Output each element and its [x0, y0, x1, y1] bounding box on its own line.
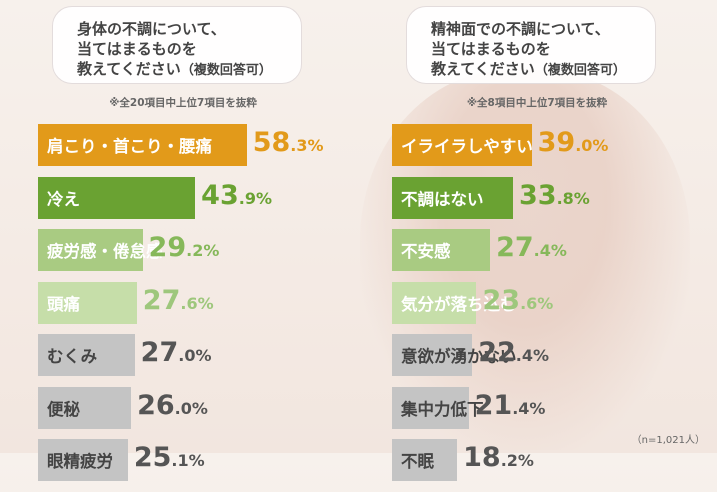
- bar-value: 21.4%: [474, 389, 546, 421]
- question-bubble: 身体の不調について、 当てはまるものを 教えてください（複数回答可）: [52, 6, 302, 84]
- bar-value: 27.4%: [496, 232, 567, 263]
- question-bubble: 精神面での不調について、 当てはまるものを 教えてください（複数回答可）: [406, 6, 656, 84]
- bar-value: 33.8%: [519, 179, 590, 211]
- bar-row: 不調はない 33.8%: [392, 176, 692, 219]
- bar-row: イライラしやすい 39.0%: [392, 124, 692, 166]
- bar-row: 頭痛 27.6%: [38, 281, 338, 324]
- bar: 肩こり・首こり・腰痛: [38, 124, 247, 166]
- bar: 不安感: [392, 229, 491, 271]
- bar-row: むくみ 27.0%: [38, 334, 338, 376]
- bar-label: 便秘: [47, 399, 80, 419]
- chart-note: ※全8項目中上位7項目を抜粋: [466, 97, 608, 109]
- bar: むくみ: [38, 334, 135, 376]
- chart-note: ※全20項目中上位7項目を抜粋: [109, 97, 257, 109]
- bar-row: 気分が落ち込む 23.6%: [392, 281, 692, 324]
- bar-row: 疲労感・倦怠感 29.2%: [38, 229, 338, 271]
- sample-size-note: （n=1,021人）: [631, 435, 705, 446]
- bar: 不眠: [392, 439, 458, 481]
- bar: 意欲が湧かない: [392, 334, 517, 376]
- bar-row: 便秘 26.0%: [38, 386, 338, 429]
- bar-value: 27.6%: [142, 284, 214, 316]
- bar: 便秘: [38, 386, 132, 429]
- bar-value: 23.6%: [482, 284, 554, 316]
- question-line-3: 教えてください（複数回答可）: [77, 60, 272, 78]
- bar: 気分が落ち込む: [392, 281, 517, 324]
- bar-label: イライラしやすい: [401, 137, 533, 156]
- question-line-2: 当てはまるものを: [77, 40, 197, 58]
- bar-row: 肩こり・首こり・腰痛 58.3%: [38, 124, 338, 166]
- bar-label: むくみ: [47, 347, 98, 366]
- bar-value: 27.0%: [140, 337, 212, 368]
- bar-label: 冷え: [47, 189, 80, 209]
- bar: 集中力低下: [392, 386, 484, 429]
- bar-value: 43.9%: [201, 179, 272, 211]
- bar-row: 冷え 43.9%: [38, 176, 338, 219]
- bar-value: 22.4%: [478, 337, 550, 368]
- question-line-1: 身体の不調について、: [77, 20, 226, 38]
- bar-label: 肩こり・首こり・腰痛: [47, 137, 212, 156]
- bar: 頭痛: [38, 281, 137, 324]
- bar-label: 不眠: [401, 452, 434, 471]
- bar-label: 疲労感・倦怠感: [47, 242, 163, 261]
- bar: 眼精疲労: [38, 439, 128, 481]
- bar-list: イライラしやすい 39.0% 不調はない 33.8% 不安感 27.4% 気分が落ち込む 23…: [392, 124, 692, 492]
- bar-row: 眼精疲労 25.1%: [38, 439, 338, 481]
- bar: 疲労感・倦怠感: [38, 229, 163, 271]
- bar-value: 29.2%: [148, 232, 220, 263]
- bar: 冷え: [38, 176, 196, 219]
- bar-list: 肩こり・首こり・腰痛 58.3% 冷え 43.9% 疲労感・倦怠感 29.2% 頭痛 27.6…: [38, 124, 338, 492]
- bar-row: 集中力低下 21.4%: [392, 386, 692, 429]
- bar-label: 不安感: [401, 242, 451, 261]
- bar-value: 58.3%: [252, 127, 324, 158]
- physical-symptoms-chart: 身体の不調について、 当てはまるものを 教えてください（複数回答可） ※全20項…: [38, 0, 338, 481]
- question-line-3: 教えてください（複数回答可）: [431, 60, 626, 78]
- bar-label: 頭痛: [47, 294, 80, 314]
- bar-label: 集中力低下: [401, 399, 484, 419]
- bar-value: 18.2%: [463, 442, 534, 473]
- bar-label: 眼精疲労: [47, 452, 113, 471]
- bar-row: 不安感 27.4%: [392, 229, 692, 271]
- bar-label: 気分が落ち込む: [401, 294, 517, 314]
- question-line-1: 精神面での不調について、: [431, 20, 610, 38]
- bar-value: 39.0%: [537, 127, 609, 158]
- bar: 不調はない: [392, 176, 513, 219]
- bar-value: 25.1%: [133, 442, 205, 473]
- mental-symptoms-chart: 精神面での不調について、 当てはまるものを 教えてください（複数回答可） ※全8…: [392, 0, 692, 481]
- bar-label: 意欲が湧かない: [401, 347, 517, 366]
- question-line-2: 当てはまるものを: [431, 40, 551, 58]
- bar: イライラしやすい: [392, 124, 533, 166]
- bar-value: 26.0%: [137, 389, 208, 421]
- bar-label: 不調はない: [401, 189, 484, 209]
- bar-row: 意欲が湧かない 22.4%: [392, 334, 692, 376]
